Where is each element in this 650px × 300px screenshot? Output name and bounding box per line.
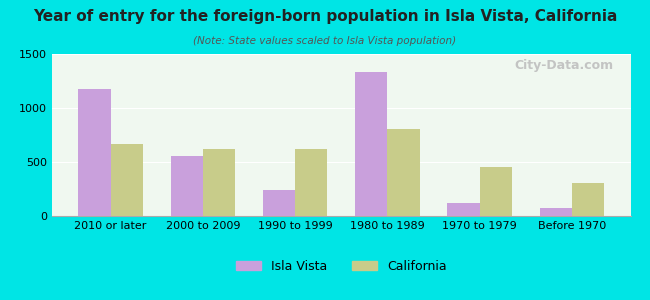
Bar xyxy=(78,89,111,216)
Legend: Isla Vista, California: Isla Vista, California xyxy=(231,255,452,278)
Bar xyxy=(295,149,328,216)
Text: Year of entry for the foreign-born population in Isla Vista, California: Year of entry for the foreign-born popul… xyxy=(32,9,617,24)
Text: City-Data.com: City-Data.com xyxy=(514,59,613,72)
Bar xyxy=(572,183,604,216)
Bar xyxy=(111,144,143,216)
Bar xyxy=(540,208,572,216)
Bar xyxy=(203,148,235,216)
Bar xyxy=(263,190,295,216)
Bar xyxy=(170,155,203,216)
Bar xyxy=(387,128,420,216)
Bar xyxy=(447,203,480,216)
Bar xyxy=(480,167,512,216)
Text: (Note: State values scaled to Isla Vista population): (Note: State values scaled to Isla Vista… xyxy=(194,36,456,46)
Bar xyxy=(355,72,387,216)
